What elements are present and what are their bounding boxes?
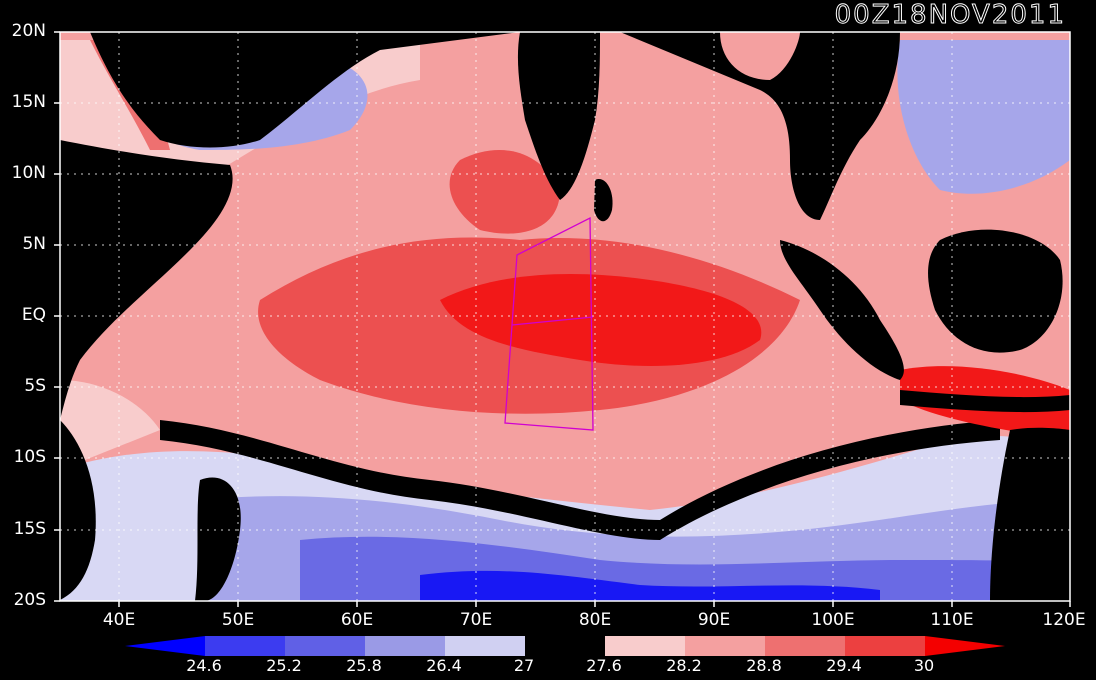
colorbar-arrow-low bbox=[125, 636, 205, 656]
lat-label-20s: 20S bbox=[13, 590, 46, 610]
colorbar-label: 24.6 bbox=[186, 656, 222, 675]
colorbar-label: 29.4 bbox=[826, 656, 862, 675]
colorbar-segment bbox=[525, 636, 605, 656]
land-arabia bbox=[60, 32, 520, 148]
colorbar-label: 28.8 bbox=[746, 656, 782, 675]
colorbar-label: 25.8 bbox=[346, 656, 382, 675]
land-borneo bbox=[928, 229, 1063, 353]
land-australia bbox=[990, 427, 1070, 601]
timestamp-label: 00Z18NOV2011 bbox=[834, 0, 1066, 31]
colorbar-segment bbox=[445, 636, 525, 656]
lon-label-120e: 120E bbox=[1042, 610, 1086, 630]
land-southeast-asia bbox=[620, 32, 900, 220]
land-africa-south bbox=[60, 420, 96, 600]
colorbar-segment bbox=[765, 636, 845, 656]
land-sri-lanka bbox=[594, 179, 613, 222]
analysis-box bbox=[504, 216, 594, 431]
lat-label-eq: EQ bbox=[21, 305, 46, 325]
lat-label-10s: 10S bbox=[13, 447, 46, 467]
colorbar-label: 28.2 bbox=[666, 656, 702, 675]
lat-label-10n: 10N bbox=[11, 163, 46, 183]
graticule bbox=[60, 32, 1070, 601]
colorbar bbox=[125, 636, 1005, 656]
colorbar-label: 27.6 bbox=[586, 656, 622, 675]
land-madagascar bbox=[195, 477, 241, 601]
lon-label-80e: 80E bbox=[578, 610, 612, 630]
lon-label-60e: 60E bbox=[340, 610, 374, 630]
colorbar-segment bbox=[845, 636, 925, 656]
colorbar-segment bbox=[605, 636, 685, 656]
sst-band-28-2-west bbox=[60, 380, 160, 470]
lat-label-5n: 5N bbox=[22, 234, 46, 254]
sst-band-29-4-arabian bbox=[449, 150, 560, 234]
sst-band-24 bbox=[420, 570, 880, 601]
lon-label-50e: 50E bbox=[221, 610, 255, 630]
colorbar-label: 25.2 bbox=[266, 656, 302, 675]
lon-label-70e: 70E bbox=[459, 610, 493, 630]
land-sumatra bbox=[780, 240, 904, 380]
land-india bbox=[517, 32, 600, 200]
colorbar-segment bbox=[685, 636, 765, 656]
lon-label-90e: 90E bbox=[697, 610, 731, 630]
colorbar-label: 27 bbox=[513, 656, 535, 675]
colorbar-arrow-high bbox=[925, 636, 1005, 656]
colorbar-segment bbox=[205, 636, 285, 656]
lat-label-5s: 5S bbox=[24, 376, 46, 396]
lat-label-15n: 15N bbox=[11, 92, 46, 112]
axis-ticks bbox=[54, 31, 1071, 607]
land-java bbox=[900, 390, 1070, 413]
sst-band-30-central bbox=[440, 274, 762, 366]
colorbar-label: 30 bbox=[913, 656, 935, 675]
lat-label-20n: 20N bbox=[11, 21, 46, 41]
sst-band-26-scs bbox=[897, 40, 1070, 194]
land-africa-horn bbox=[60, 140, 233, 420]
lat-label-15s: 15S bbox=[13, 519, 46, 539]
lon-label-110e: 110E bbox=[930, 610, 974, 630]
colorbar-segment bbox=[365, 636, 445, 656]
lon-label-40e: 40E bbox=[102, 610, 136, 630]
colorbar-label: 26.4 bbox=[426, 656, 462, 675]
colorbar-segment bbox=[285, 636, 365, 656]
sst-band-27-6 bbox=[160, 420, 1000, 540]
lon-label-100e: 100E bbox=[811, 610, 855, 630]
